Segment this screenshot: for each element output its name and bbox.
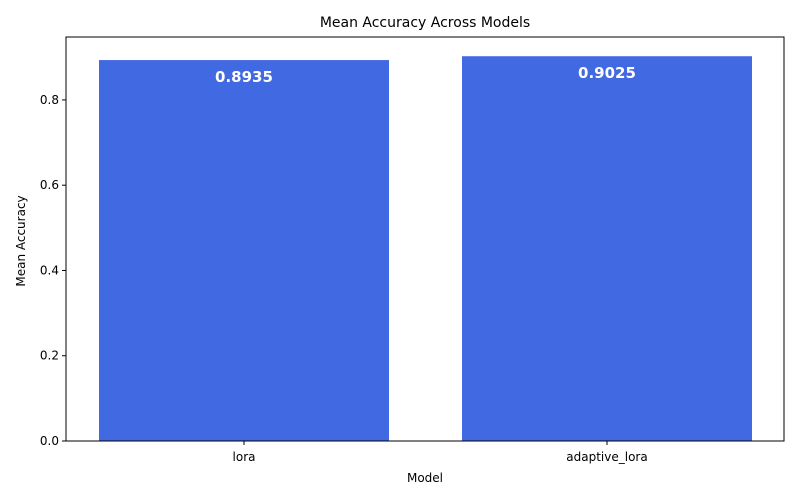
- bar-lora: [99, 60, 389, 442]
- bar-value-label: 0.8935: [215, 68, 273, 86]
- bar-adaptive_lora: [462, 56, 752, 442]
- x-axis-title: Model: [407, 471, 443, 485]
- x-axis-ticks: lora adaptive_lora: [233, 441, 648, 464]
- y-axis-ticks: 0.0 0.2 0.4 0.6 0.8: [40, 93, 66, 448]
- y-axis-title: Mean Accuracy: [14, 195, 28, 286]
- x-tick-label: lora: [233, 450, 256, 464]
- plot-frame: [65, 36, 785, 442]
- bar-value-label: 0.9025: [578, 64, 636, 82]
- y-tick-label: 0.2: [40, 349, 59, 363]
- x-tick-label: adaptive_lora: [566, 450, 647, 464]
- y-tick-label: 0.8: [40, 93, 59, 107]
- y-tick-label: 0.0: [40, 434, 59, 448]
- chart-title: Mean Accuracy Across Models: [320, 15, 530, 31]
- y-tick-label: 0.4: [40, 263, 59, 277]
- y-tick-label: 0.6: [40, 178, 59, 192]
- bars-layer: 0.8935 0.9025: [99, 56, 752, 442]
